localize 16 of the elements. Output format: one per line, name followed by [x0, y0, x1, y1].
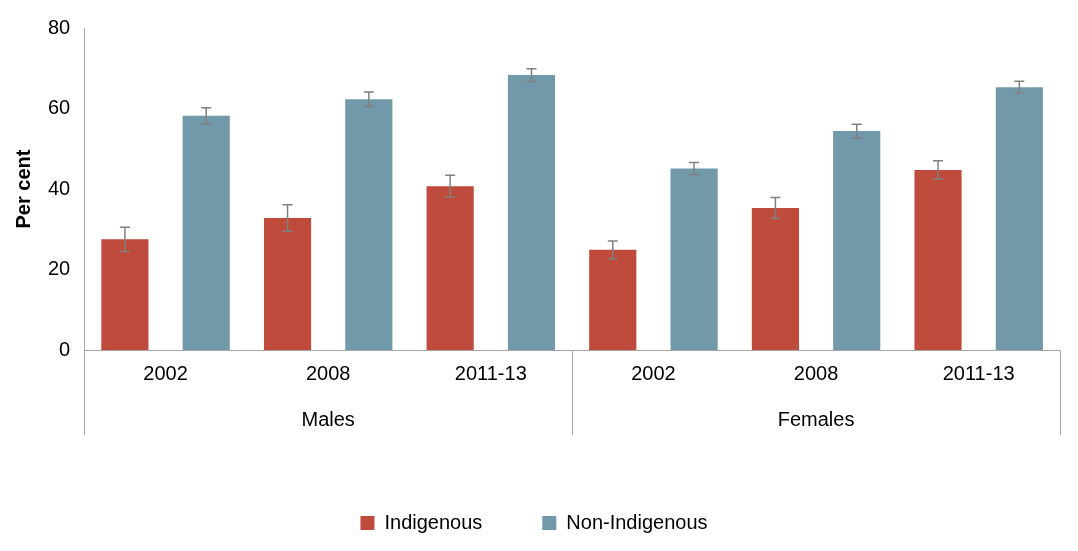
y-tick-label: 40: [48, 176, 71, 199]
y-axis-title: Per cent: [11, 149, 34, 229]
x-tick-label: 2002: [631, 361, 676, 384]
text: Females: [777, 407, 855, 430]
x-tick-label: 2008: [305, 361, 351, 384]
x-tick-label: 2011-13: [454, 361, 527, 384]
y-tick-label: 20: [48, 257, 71, 280]
text: Males: [301, 407, 355, 430]
y-tick-label: 0: [59, 337, 71, 360]
legend-label: Indigenous: [384, 510, 483, 533]
legend-label: Non-Indigenous: [566, 510, 708, 533]
x-tick-label: 2008: [793, 361, 839, 384]
x-tick-label: 2011-13: [942, 361, 1015, 384]
y-tick-label: 80: [48, 15, 71, 38]
y-tick-label: 60: [48, 96, 71, 119]
x-tick-label: 2002: [143, 361, 188, 384]
